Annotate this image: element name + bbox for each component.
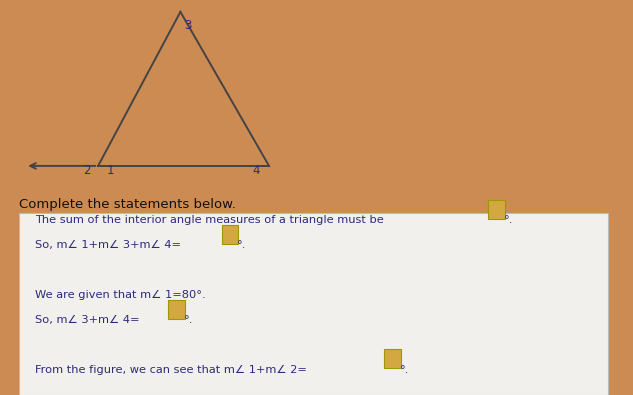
Text: 2: 2 [84,164,91,177]
FancyBboxPatch shape [168,300,185,319]
Text: °.: °. [184,315,193,325]
Text: °.: °. [237,240,246,250]
Text: So, m∠ 3+m∠ 4=: So, m∠ 3+m∠ 4= [35,315,139,325]
FancyBboxPatch shape [384,350,401,369]
Text: 4: 4 [253,164,260,177]
Text: From the figure, we can see that m∠ 1+m∠ 2=: From the figure, we can see that m∠ 1+m∠… [35,365,307,374]
Text: 3: 3 [184,19,192,32]
FancyBboxPatch shape [222,225,239,244]
Text: We are given that m∠ 1=80°.: We are given that m∠ 1=80°. [35,290,206,300]
Text: So, m∠ 1+m∠ 3+m∠ 4=: So, m∠ 1+m∠ 3+m∠ 4= [35,240,181,250]
Text: °.: °. [503,215,513,225]
FancyBboxPatch shape [19,213,608,395]
FancyBboxPatch shape [488,200,505,219]
Text: °.: °. [399,365,409,374]
Text: The sum of the interior angle measures of a triangle must be: The sum of the interior angle measures o… [35,215,387,225]
Text: Complete the statements below.: Complete the statements below. [19,198,236,211]
Text: 1: 1 [107,164,115,177]
